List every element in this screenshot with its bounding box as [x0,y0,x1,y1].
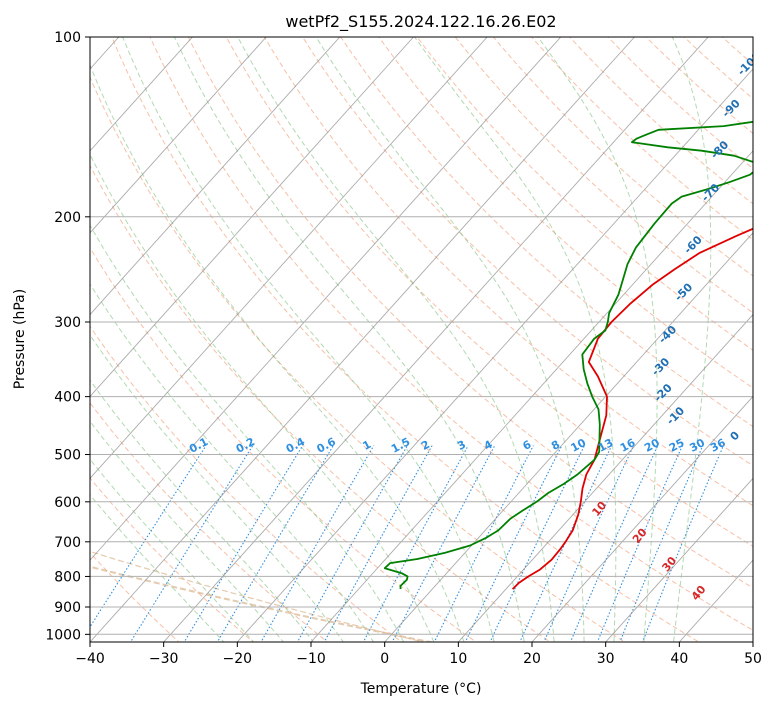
mixing-ratio-line [183,445,304,642]
x-tick-label: −10 [296,651,326,667]
mixing-ratio-line [433,445,534,642]
isotherm [90,37,341,316]
mixing-ratio-line [296,445,408,642]
y-tick-label: 700 [54,535,81,551]
mixing-ratio-line [569,445,659,642]
mixing-ratio-line [323,445,433,642]
temperature-line [511,227,753,590]
dry-adiabat [340,37,753,428]
dry-adiabat [90,401,329,642]
x-axis-label: Temperature (°C) [360,681,482,697]
x-tick-label: 0 [380,651,389,667]
isotherm [163,37,709,642]
isotherm [90,37,267,234]
dry-adiabat [225,37,753,547]
x-tick-label: 50 [744,651,762,667]
x-tick-label: 20 [523,651,541,667]
dry-adiabat [90,477,254,642]
x-tick-label: −40 [75,651,105,667]
mixing-ratio-line [129,445,254,642]
y-tick-label: 300 [54,315,81,331]
moist-adiabat [90,63,465,642]
y-tick-label: 200 [54,210,81,226]
y-axis-ticks: 100 200 300 400 500 600 700 800 900 1000 [45,30,90,643]
x-tick-label: −20 [223,651,253,667]
y-tick-label: 400 [54,390,81,406]
profile-series [383,120,753,590]
x-tick-label: 10 [449,651,467,667]
y-tick-label: 1000 [45,627,81,643]
isotherm [605,477,753,642]
isotherm [457,313,753,642]
pressure-gridlines [90,37,753,635]
mixing-ratio-line [216,445,334,642]
mixing-ratio-label: 36 [708,436,728,455]
isotherm [90,37,635,642]
y-tick-label: 500 [54,448,81,464]
mixing-ratio-label: 16 [618,436,638,455]
mixing-ratio-label: 10 [569,436,589,455]
y-tick-label: 100 [54,30,81,46]
mixing-ratio-line [519,445,613,642]
moist-adiabat [90,153,435,642]
mixing-ratio-label: 20 [642,436,662,455]
x-tick-label: 40 [670,651,688,667]
x-tick-label: 30 [597,651,615,667]
mixing-ratio-label: 13 [596,436,616,455]
dry-adiabat [263,37,753,507]
dry-adiabat [569,37,753,205]
plot-frame [89,36,754,643]
dry-adiabat [378,37,753,389]
dry-adiabat [645,37,753,135]
dry-adiabat [90,325,403,642]
mixing-ratio-label: 25 [667,436,687,455]
isotherm [236,68,753,642]
y-axis-label: Pressure (hPa) [12,289,28,389]
mixing-ratio-line [464,445,563,642]
dry-adiabat [187,37,753,589]
isotherm [90,37,414,398]
y-tick-label: 600 [54,495,81,511]
mixing-ratio-line [260,445,375,642]
x-tick-label: −30 [149,651,179,667]
isotherm [90,37,562,561]
y-tick-label: 900 [54,600,81,616]
dry-adiabat [90,76,626,642]
mixing-ratio-label: 30 [687,436,707,455]
isotherm [90,37,488,480]
moist-adiabat [90,379,314,642]
dry-adiabat [530,37,753,241]
isotherm [752,641,753,642]
dry-adiabat [416,37,753,351]
y-tick-label: 800 [54,569,81,585]
isotherm [90,37,193,152]
isotherm [531,395,753,642]
dewpoint-line [383,120,753,590]
mixing-ratio-line [489,445,585,642]
dry-adiabat [149,37,753,631]
plot-background [90,37,753,642]
x-axis-ticks: −40 −30 −20 −10 0 10 20 30 40 50 [75,642,762,667]
dry-adiabat [302,37,753,467]
mixing-ratio-line [641,445,725,642]
isotherm [310,150,753,642]
chart-title: wetPf2_S155.2024.122.16.26.E02 [285,12,556,32]
mixing-ratio-line [543,445,635,642]
dry-adiabat [454,37,753,314]
isotherm [384,232,753,642]
